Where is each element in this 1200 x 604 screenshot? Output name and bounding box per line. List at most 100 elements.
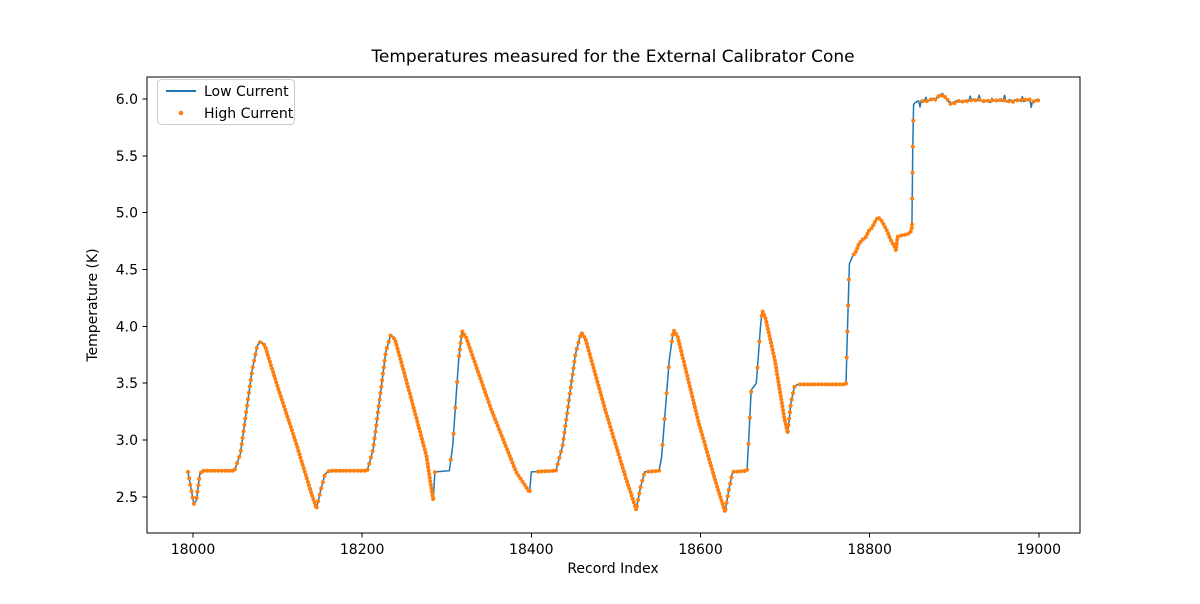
high-current-dot — [701, 436, 706, 441]
high-current-dot — [522, 482, 527, 487]
high-current-dot — [372, 436, 377, 441]
low-current-line — [187, 92, 1040, 513]
high-current-dot — [890, 241, 895, 246]
high-current-dot — [563, 424, 568, 428]
high-current-dot — [371, 442, 376, 447]
y-tick-label: 3.5 — [116, 376, 138, 392]
high-current-dot — [597, 386, 602, 391]
high-current-dot — [291, 431, 295, 436]
high-current-dot — [226, 468, 231, 473]
high-current-dot — [777, 383, 781, 388]
high-current-dot — [725, 494, 730, 499]
high-current-dot — [767, 333, 772, 338]
high-current-dot — [705, 450, 710, 455]
high-current-dot — [879, 218, 884, 223]
high-current-dot — [348, 468, 353, 473]
high-current-dot — [375, 410, 380, 415]
high-current-dot — [466, 342, 471, 347]
high-current-dot — [425, 461, 430, 466]
high-current-dot — [460, 329, 465, 334]
high-current-dot — [625, 479, 630, 484]
high-current-dot — [704, 446, 709, 451]
high-current-dot — [855, 246, 860, 251]
high-current-dot — [518, 476, 523, 481]
high-current-dot — [1023, 97, 1028, 102]
high-current-dot — [646, 469, 651, 474]
high-current-dot — [846, 303, 851, 308]
high-current-dot — [771, 351, 776, 356]
high-current-dot — [247, 384, 252, 389]
high-current-dot — [195, 489, 200, 494]
high-current-dot — [296, 448, 301, 453]
high-current-dot — [505, 447, 510, 452]
high-current-dot — [411, 405, 416, 410]
high-current-dot — [420, 440, 425, 445]
high-current-dot — [837, 382, 842, 387]
y-axis-ticks: 2.5 3.0 3.5 4.0 4.5 5.0 5.5 6.0 — [116, 92, 147, 506]
high-current-dot — [588, 355, 593, 360]
high-current-dot — [373, 429, 378, 434]
high-current-dot — [370, 449, 375, 454]
high-current-dot — [263, 346, 268, 350]
high-current-dot — [388, 333, 393, 338]
high-current-dot — [691, 398, 696, 402]
high-current-dot — [707, 457, 712, 462]
high-current-dot — [426, 465, 431, 469]
high-current-dot — [432, 470, 437, 475]
high-current-dot — [816, 382, 821, 387]
high-current-dot — [593, 372, 598, 377]
high-current-dot — [570, 372, 575, 377]
high-current-dot — [731, 469, 736, 474]
high-current-dot — [763, 316, 768, 321]
high-current-dot — [893, 247, 898, 252]
high-current-dot — [302, 469, 307, 474]
high-current-dot — [642, 472, 646, 477]
high-current-dot — [262, 342, 267, 347]
high-current-dot — [513, 467, 518, 472]
high-current-dot — [489, 407, 494, 412]
high-current-dot — [403, 374, 408, 379]
high-current-dot — [881, 222, 886, 226]
high-current-dot — [819, 382, 824, 387]
high-current-dot — [684, 370, 689, 375]
high-current-dot — [599, 393, 604, 398]
high-current-dot — [272, 373, 277, 378]
high-current-dot — [710, 467, 715, 472]
high-current-dot — [858, 240, 863, 244]
high-current-dot — [603, 407, 608, 412]
high-current-dot — [557, 455, 562, 460]
high-current-dot — [415, 419, 420, 424]
high-current-dot — [594, 376, 599, 381]
high-current-dot — [585, 345, 590, 349]
high-current-dot — [845, 329, 850, 334]
high-current-dot — [693, 408, 698, 413]
high-current-dot — [1036, 98, 1041, 103]
high-current-dot — [283, 407, 288, 412]
high-current-dot — [555, 462, 560, 467]
high-current-dot — [402, 370, 407, 375]
high-current-dot — [746, 441, 751, 446]
high-current-dot — [248, 377, 253, 382]
high-current-dot — [408, 395, 413, 400]
high-current-dot — [418, 429, 423, 434]
high-current-dot — [250, 365, 255, 370]
high-current-dot — [305, 479, 310, 484]
high-current-dot — [609, 428, 614, 433]
high-current-dot — [716, 488, 721, 493]
high-current-dot — [483, 390, 488, 395]
high-current-dot — [787, 410, 792, 415]
high-current-dot — [240, 435, 245, 440]
high-current-dot — [777, 386, 782, 391]
high-current-dot — [380, 371, 385, 376]
high-current-dot — [638, 485, 643, 490]
high-current-dot — [421, 443, 426, 448]
high-current-dot — [413, 412, 418, 417]
high-current-dot — [560, 443, 565, 448]
high-current-dot — [271, 370, 276, 374]
high-current-dot — [416, 423, 421, 427]
high-current-dot — [792, 384, 797, 389]
high-current-dot — [688, 387, 693, 392]
high-current-dot — [286, 418, 291, 422]
high-current-dot — [481, 386, 486, 391]
high-current-dot — [457, 354, 462, 358]
